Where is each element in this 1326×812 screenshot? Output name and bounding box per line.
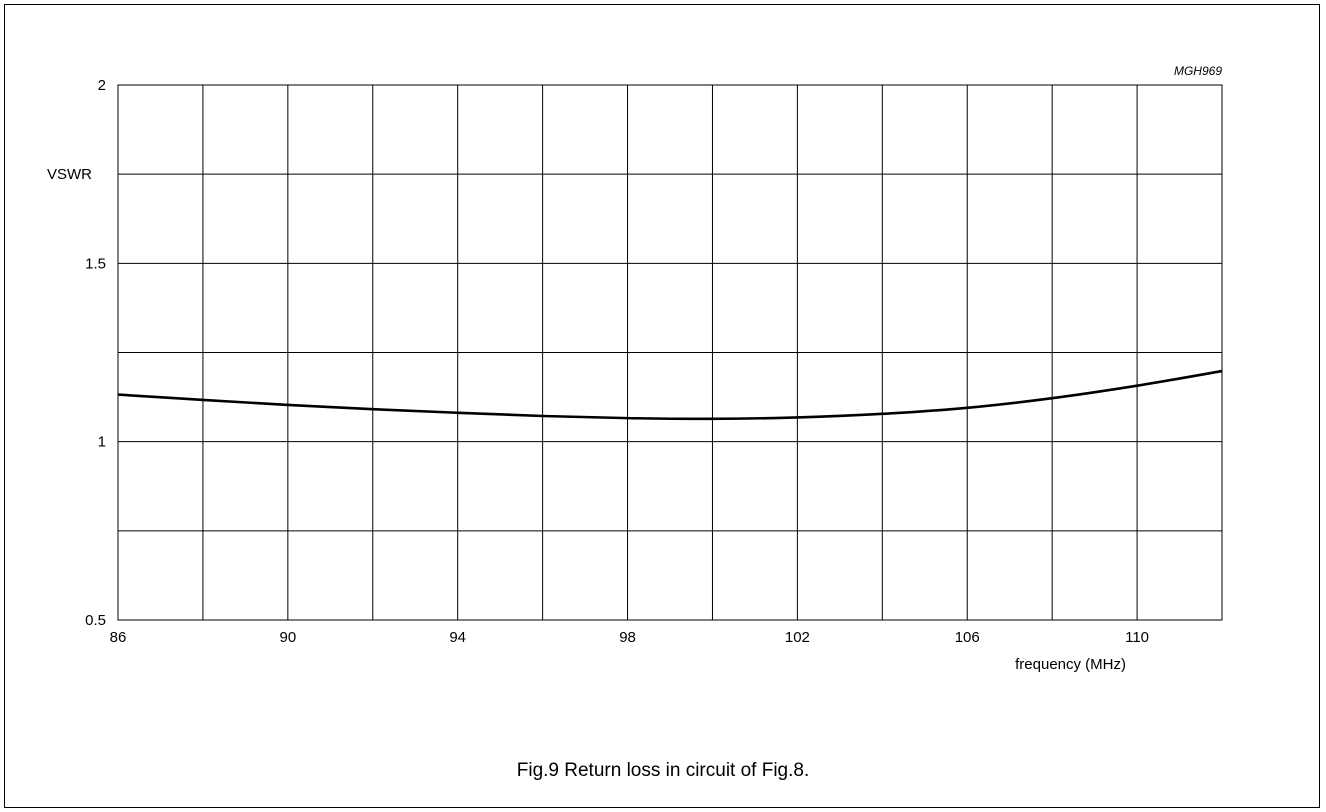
vswr-curve-0 xyxy=(117,369,1223,421)
vswr-chart: 0.5 1 1.5 2 86 90 94 98 102 106 110 MGH969 VSWR fr… xyxy=(47,64,1223,673)
x-tick-label-4: 102 xyxy=(785,629,810,646)
series-layer xyxy=(117,369,1223,421)
labels: MGH969 VSWR frequency (MHz) xyxy=(47,64,1222,673)
x-axis-label: frequency (MHz) xyxy=(1015,656,1126,673)
x-tick-label-6: 110 xyxy=(1125,629,1149,646)
x-tick-label-2: 94 xyxy=(449,629,466,646)
grid xyxy=(118,85,1222,620)
x-tick-label-3: 98 xyxy=(619,629,636,646)
y-tick-label-1: 1 xyxy=(98,434,106,451)
figure-caption: Fig.9 Return loss in circuit of Fig.8. xyxy=(516,760,810,781)
x-tick-label-1: 90 xyxy=(280,629,297,646)
plot-area-border xyxy=(117,84,1223,621)
figure-frame xyxy=(4,4,1320,808)
y-tick-label-3: 2 xyxy=(98,77,106,94)
axes: 0.5 1 1.5 2 86 90 94 98 102 106 110 xyxy=(85,77,1223,646)
x-tick-label-0: 86 xyxy=(110,629,127,646)
y-tick-label-0: 0.5 xyxy=(85,612,106,629)
x-tick-label-5: 106 xyxy=(955,629,980,646)
y-axis-label: VSWR xyxy=(47,166,92,183)
y-tick-label-2: 1.5 xyxy=(85,255,106,272)
figure-code: MGH969 xyxy=(1174,64,1222,78)
